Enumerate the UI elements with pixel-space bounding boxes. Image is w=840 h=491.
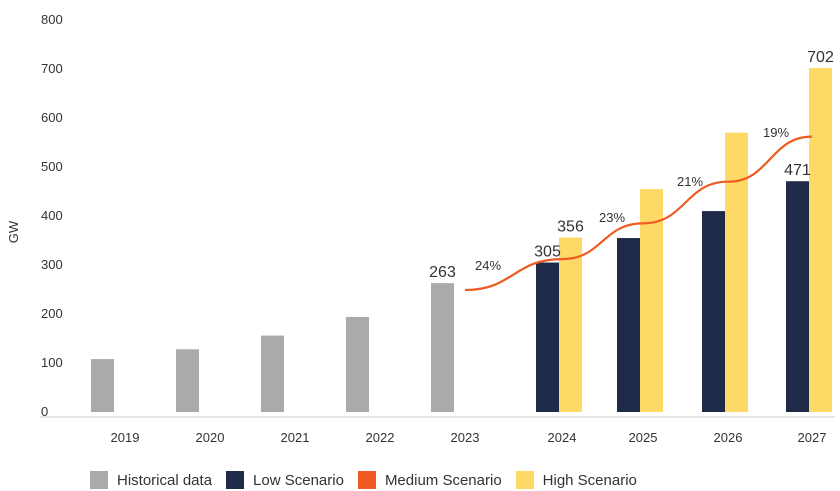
y-tick-label: 300 — [41, 257, 63, 272]
growth-label: 19% — [763, 125, 789, 140]
trend-medium-scenario — [464, 135, 813, 292]
legend-item-historical: Historical data — [90, 471, 212, 489]
bar-historical — [346, 316, 369, 412]
growth-label: 23% — [599, 210, 625, 225]
y-tick-label: 100 — [41, 355, 63, 370]
x-tick-label: 2020 — [196, 430, 225, 445]
y-tick-label: 800 — [41, 12, 63, 27]
bar-high — [725, 132, 748, 412]
data-label: 702 — [807, 49, 834, 66]
trend-line — [464, 135, 813, 292]
y-tick-label: 500 — [41, 159, 63, 174]
data-label: 305 — [534, 244, 561, 261]
x-axis-ticks: 2019 2020 2021 2022 2023 2024 2025 2026 2027 — [111, 430, 827, 445]
bar-high — [559, 237, 582, 412]
bar-historical — [261, 335, 284, 412]
data-label: 471 — [784, 162, 811, 179]
data-label: 356 — [557, 219, 584, 236]
growth-label: 21% — [677, 174, 703, 189]
y-tick-label: 600 — [41, 110, 63, 125]
bar-high — [809, 68, 832, 413]
bar-high — [640, 189, 663, 412]
legend-label-medium: Medium Scenario — [384, 471, 502, 489]
legend-label-low: Low Scenario — [253, 471, 344, 489]
x-tick-label: 2026 — [714, 430, 743, 445]
chart: 0 100 200 300 400 500 600 700 800 GW 2019 2020 202… — [6, 12, 835, 445]
y-tick-label: 400 — [41, 208, 63, 223]
x-tick-label: 2021 — [281, 430, 310, 445]
legend-item-high: High Scenario — [515, 471, 637, 489]
legend-label-high: High Scenario — [542, 471, 637, 489]
y-tick-label: 0 — [41, 404, 48, 419]
x-tick-label: 2027 — [798, 430, 827, 445]
legend-swatch-medium — [357, 471, 376, 489]
bar-low — [786, 181, 809, 412]
x-tick-label: 2024 — [548, 430, 577, 445]
bar-historical — [91, 359, 114, 412]
bar-low — [702, 211, 725, 412]
legend-swatch-high — [515, 471, 534, 489]
bar-low — [617, 238, 640, 412]
x-tick-label: 2025 — [629, 430, 658, 445]
legend-swatch-historical — [90, 471, 108, 489]
legend-item-medium: Medium Scenario — [357, 471, 502, 489]
bars — [91, 68, 832, 413]
y-tick-label: 200 — [41, 306, 63, 321]
y-axis-label: GW — [6, 220, 21, 243]
y-tick-label: 700 — [41, 61, 63, 76]
data-label: 263 — [429, 264, 456, 281]
bar-historical — [176, 349, 199, 412]
y-axis-ticks: 0 100 200 300 400 500 600 700 800 — [41, 12, 63, 419]
legend-item-low: Low Scenario — [226, 471, 344, 489]
legend: Historical data Low Scenario Medium Scen… — [90, 470, 651, 490]
bar-historical — [431, 283, 454, 412]
x-tick-label: 2022 — [366, 430, 395, 445]
data-labels: 263 305 356 471 702 24% 23% 21% 19% — [429, 49, 834, 281]
x-tick-label: 2023 — [451, 430, 480, 445]
legend-swatch-low — [226, 471, 245, 489]
bar-low — [536, 262, 559, 412]
growth-label: 24% — [475, 258, 501, 273]
legend-label-historical: Historical data — [117, 471, 213, 489]
x-tick-label: 2019 — [111, 430, 140, 445]
